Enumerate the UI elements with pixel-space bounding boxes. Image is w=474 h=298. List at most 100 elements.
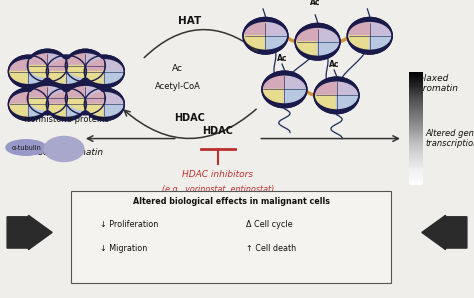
Text: ↓ Migration: ↓ Migration (100, 244, 147, 253)
Wedge shape (29, 66, 47, 77)
Wedge shape (29, 87, 47, 98)
Wedge shape (66, 104, 85, 116)
Wedge shape (318, 42, 338, 55)
Text: ↓ Proliferation: ↓ Proliferation (100, 221, 158, 229)
Wedge shape (48, 93, 66, 104)
Text: HDAC: HDAC (174, 113, 205, 123)
Text: Acetyl-CoA: Acetyl-CoA (155, 82, 201, 91)
Wedge shape (28, 93, 47, 104)
Ellipse shape (84, 55, 124, 88)
Wedge shape (48, 72, 66, 83)
FancyBboxPatch shape (71, 191, 391, 283)
Wedge shape (245, 36, 265, 49)
Wedge shape (47, 66, 66, 77)
Wedge shape (10, 93, 28, 104)
Wedge shape (29, 98, 47, 110)
Ellipse shape (347, 18, 392, 54)
Wedge shape (66, 72, 85, 83)
Wedge shape (10, 60, 28, 72)
Wedge shape (10, 72, 28, 83)
Wedge shape (85, 98, 104, 110)
Ellipse shape (65, 49, 105, 82)
Text: (e.g., vorinostat, entinostat): (e.g., vorinostat, entinostat) (162, 185, 274, 194)
Wedge shape (86, 93, 104, 104)
Ellipse shape (46, 55, 86, 88)
Wedge shape (318, 29, 338, 42)
Wedge shape (47, 98, 66, 110)
Text: α-tubulin: α-tubulin (11, 145, 41, 150)
Wedge shape (66, 93, 85, 104)
Ellipse shape (262, 71, 307, 108)
Wedge shape (104, 72, 123, 83)
Wedge shape (48, 104, 66, 116)
Text: Altered gene
transcription: Altered gene transcription (426, 129, 474, 148)
Wedge shape (316, 95, 337, 108)
Text: Ac: Ac (258, 0, 268, 1)
Wedge shape (337, 95, 357, 108)
Wedge shape (104, 93, 123, 104)
Wedge shape (284, 89, 305, 103)
Circle shape (44, 136, 84, 162)
Wedge shape (28, 104, 47, 116)
Wedge shape (284, 76, 305, 89)
Text: Ac: Ac (277, 54, 287, 63)
Text: Nonhistone proteins: Nonhistone proteins (24, 115, 109, 124)
Ellipse shape (27, 82, 67, 115)
Wedge shape (47, 87, 66, 98)
Text: ↑ Cell death: ↑ Cell death (246, 244, 297, 253)
Text: Closed chromatin: Closed chromatin (25, 148, 103, 156)
Ellipse shape (9, 55, 48, 88)
Wedge shape (104, 104, 123, 116)
Ellipse shape (314, 77, 359, 114)
Wedge shape (264, 89, 284, 103)
Wedge shape (349, 23, 370, 36)
Text: Δ Cell cycle: Δ Cell cycle (246, 221, 293, 229)
Ellipse shape (243, 18, 288, 54)
Text: p53: p53 (55, 145, 73, 153)
Text: Ac: Ac (310, 0, 320, 7)
Wedge shape (67, 87, 85, 98)
Wedge shape (297, 29, 318, 42)
Ellipse shape (9, 88, 48, 121)
FancyArrow shape (7, 215, 52, 250)
Wedge shape (245, 23, 265, 36)
Wedge shape (297, 42, 318, 55)
Wedge shape (349, 36, 370, 49)
Text: HDAC: HDAC (202, 126, 234, 136)
Wedge shape (265, 23, 286, 36)
Text: Altered biological effects in malignant cells: Altered biological effects in malignant … (133, 197, 330, 206)
Wedge shape (85, 87, 104, 98)
Text: HDAC inhibitors: HDAC inhibitors (182, 170, 254, 179)
Wedge shape (67, 66, 85, 77)
Wedge shape (48, 60, 66, 72)
Ellipse shape (65, 82, 105, 115)
Wedge shape (67, 54, 85, 66)
Ellipse shape (27, 49, 67, 82)
Wedge shape (264, 76, 284, 89)
FancyArrow shape (422, 215, 467, 250)
Wedge shape (67, 98, 85, 110)
Wedge shape (337, 82, 357, 95)
Wedge shape (85, 66, 104, 77)
Wedge shape (28, 72, 47, 83)
Ellipse shape (6, 140, 46, 155)
Text: Ac: Ac (172, 64, 183, 73)
Wedge shape (86, 72, 104, 83)
Text: Ac: Ac (362, 0, 373, 1)
Text: Relaxed
chromatin: Relaxed chromatin (412, 74, 458, 93)
Wedge shape (10, 104, 28, 116)
Wedge shape (85, 54, 104, 66)
Wedge shape (104, 60, 123, 72)
Wedge shape (370, 23, 391, 36)
Wedge shape (86, 104, 104, 116)
Wedge shape (265, 36, 286, 49)
Wedge shape (29, 54, 47, 66)
Wedge shape (370, 36, 391, 49)
Wedge shape (66, 60, 85, 72)
Wedge shape (86, 60, 104, 72)
Text: Ac: Ac (329, 60, 339, 69)
Wedge shape (28, 60, 47, 72)
Wedge shape (47, 54, 66, 66)
Text: HAT: HAT (178, 16, 201, 26)
Wedge shape (316, 82, 337, 95)
